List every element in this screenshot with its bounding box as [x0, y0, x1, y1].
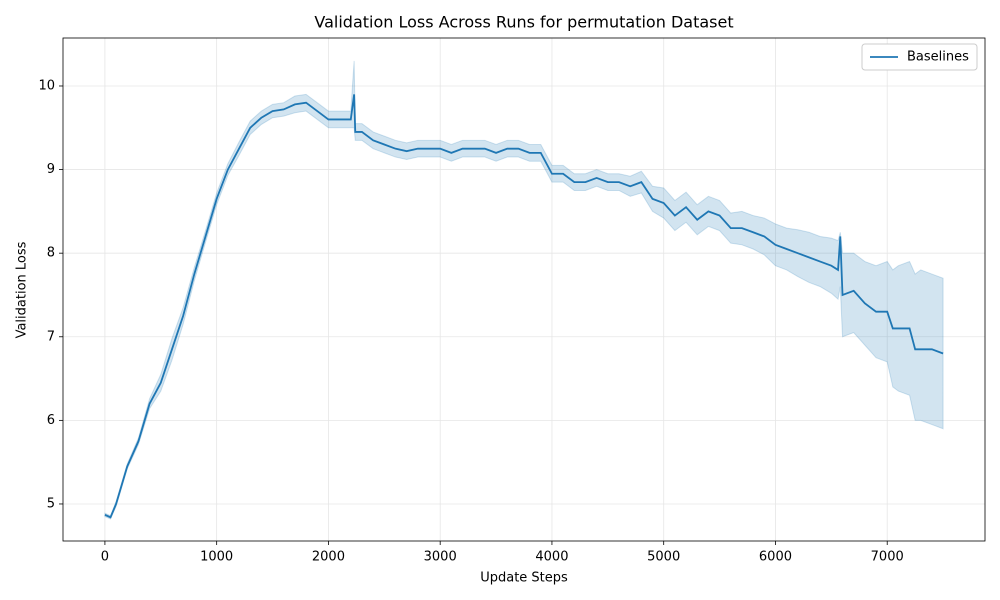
- y-tick-label: 8: [47, 246, 55, 261]
- y-axis-label: Validation Loss: [15, 241, 30, 338]
- plot-frame: [62, 37, 986, 542]
- y-tick-label: 9: [47, 162, 55, 177]
- legend-label: Baselines: [907, 50, 969, 65]
- y-tick-label: 10: [38, 78, 55, 93]
- line: [104, 94, 944, 519]
- y-tick-label: 5: [47, 496, 55, 511]
- x-tick-label: 0: [101, 550, 109, 565]
- y-tick-label: 7: [47, 329, 55, 344]
- x-tick-label: 4000: [535, 550, 568, 565]
- y-tick-label: 6: [47, 413, 55, 428]
- chart-title: Validation Loss Across Runs for permutat…: [314, 13, 733, 32]
- x-tick-label: 1000: [200, 550, 233, 565]
- x-tick-label: 5000: [647, 550, 680, 565]
- x-tick-label: 3000: [424, 550, 457, 565]
- x-tick-label: 2000: [312, 550, 345, 565]
- legend-box: [861, 43, 978, 71]
- x-axis-label: Update Steps: [480, 571, 568, 586]
- x-tick-label: 6000: [759, 550, 792, 565]
- confidence-band: [104, 60, 944, 520]
- x-tick-label: 7000: [871, 550, 904, 565]
